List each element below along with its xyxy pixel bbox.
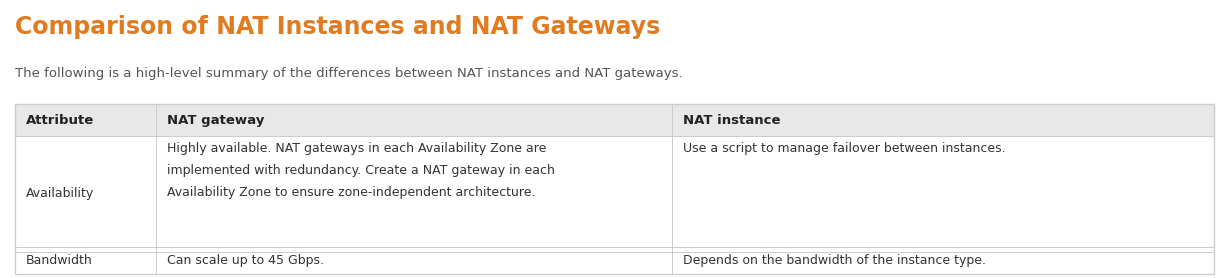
Bar [15,104,1214,136]
Text: The following is a high-level summary of the differences between NAT instances a: The following is a high-level summary of… [15,67,682,80]
Text: NAT gateway: NAT gateway [167,114,264,127]
Bar [15,247,1214,274]
Text: Highly available. NAT gateways in each Availability Zone are
implemented with re: Highly available. NAT gateways in each A… [167,142,556,199]
Text: Attribute: Attribute [26,114,95,127]
Text: Bandwidth: Bandwidth [26,254,92,267]
Text: Depends on the bandwidth of the instance type.: Depends on the bandwidth of the instance… [683,254,987,267]
Text: NAT instance: NAT instance [683,114,780,127]
Bar [15,136,1214,252]
Text: Use a script to manage failover between instances.: Use a script to manage failover between … [683,142,1007,155]
Bar [15,104,1214,274]
Text: Can scale up to 45 Gbps.: Can scale up to 45 Gbps. [167,254,324,267]
Text: Availability: Availability [26,187,95,200]
Text: Comparison of NAT Instances and NAT Gateways: Comparison of NAT Instances and NAT Gate… [15,15,660,39]
